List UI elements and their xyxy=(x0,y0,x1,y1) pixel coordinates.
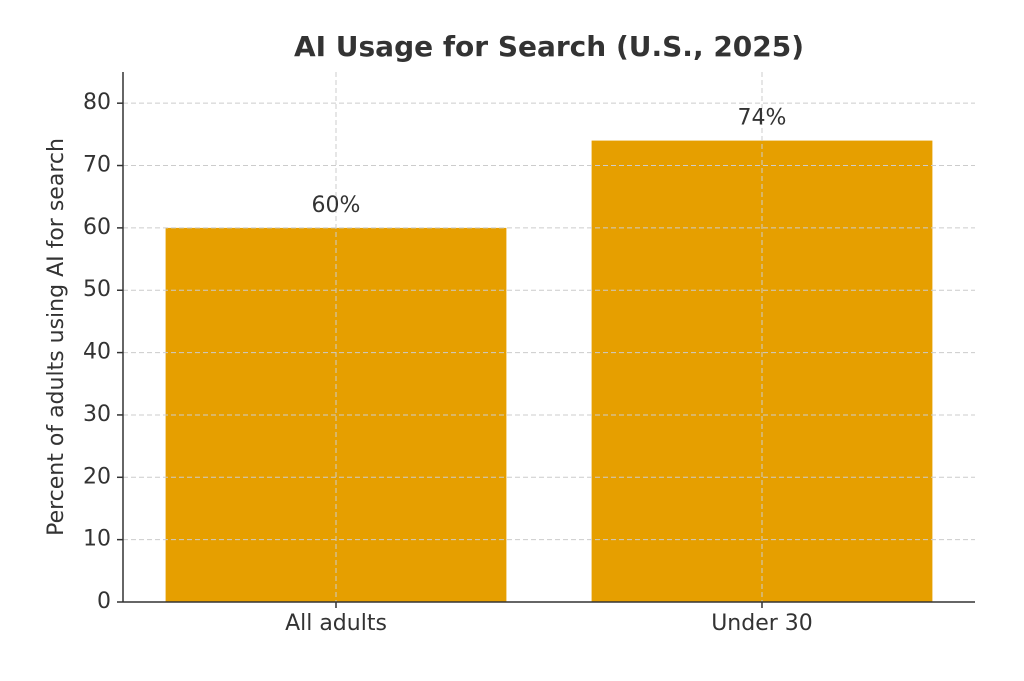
value-label: 74% xyxy=(738,106,787,131)
y-tick-label: 30 xyxy=(83,402,111,427)
value-label: 60% xyxy=(312,193,361,218)
y-tick-label: 60 xyxy=(83,215,111,240)
y-tick-label: 40 xyxy=(83,340,111,365)
y-tick-label: 80 xyxy=(83,90,111,115)
chart-title: AI Usage for Search (U.S., 2025) xyxy=(294,30,804,63)
x-tick-label: Under 30 xyxy=(711,611,813,636)
y-axis-label: Percent of adults using AI for search xyxy=(44,138,69,536)
x-tick-label: All adults xyxy=(285,611,387,636)
y-tick-label: 70 xyxy=(83,153,111,178)
y-tick-label: 10 xyxy=(83,527,111,552)
y-tick-label: 20 xyxy=(83,464,111,489)
y-tick-label: 0 xyxy=(97,589,111,614)
y-tick-label: 50 xyxy=(83,277,111,302)
